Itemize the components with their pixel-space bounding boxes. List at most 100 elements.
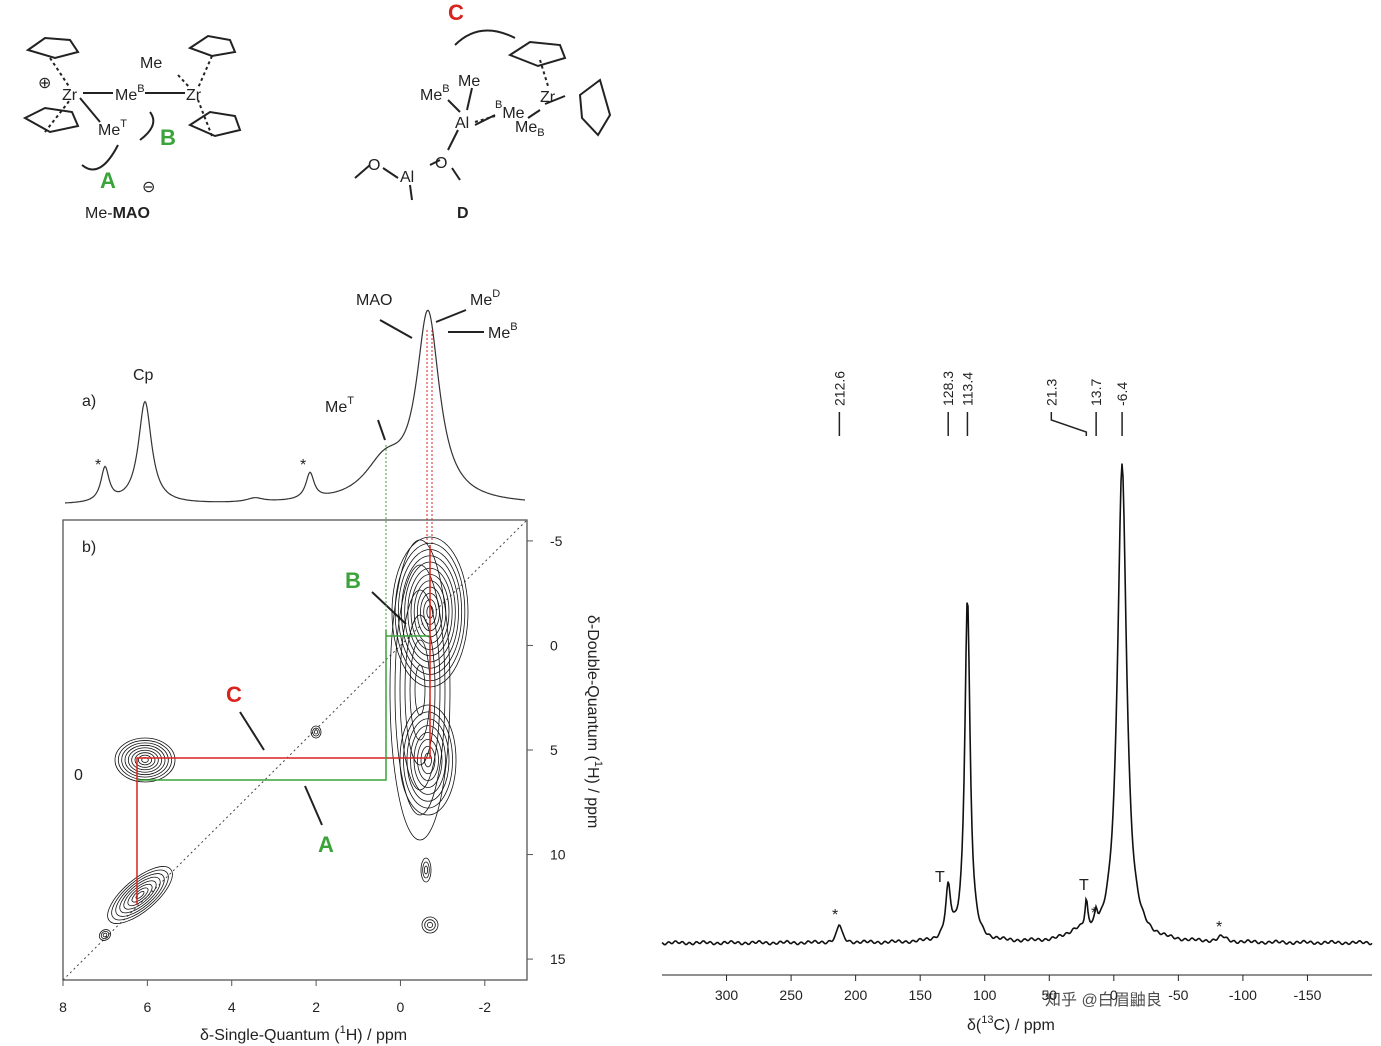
x-tick-label: 250 (779, 987, 803, 1003)
sup: B (495, 99, 502, 111)
peak-value-label: 113.4 (959, 372, 975, 406)
correlation (136, 545, 431, 905)
sup: 13 (981, 1014, 993, 1026)
contour (131, 749, 159, 771)
peak-value-label: 128.3 (940, 371, 956, 406)
sup: T (347, 395, 354, 407)
contour (410, 725, 446, 795)
contour (423, 865, 429, 875)
contour (389, 539, 451, 841)
x-tick-label: 50 (1041, 987, 1057, 1003)
text: Me (470, 292, 492, 309)
contour (102, 932, 108, 938)
contour (117, 740, 173, 780)
peak-value-label: 212.6 (831, 371, 847, 406)
contour (313, 729, 319, 735)
panel-label: b) (82, 539, 96, 556)
label: D (457, 205, 469, 222)
label: C (226, 682, 242, 707)
peak-label: * (1216, 919, 1222, 936)
y-tick-label: 0 (550, 637, 558, 653)
x-tick-label: -2 (479, 999, 492, 1015)
atom: MeB (115, 83, 145, 104)
peak-label: MeB (488, 321, 518, 342)
atom: Zr (62, 87, 78, 104)
x-tick-label: 4 (228, 999, 236, 1015)
text: δ( (967, 1017, 982, 1034)
contour (421, 916, 439, 934)
peak-value-label: -6.4 (1114, 382, 1130, 406)
x-tick-label: 0 (397, 999, 405, 1015)
x-tick-label: 300 (715, 987, 739, 1003)
atom: Me (515, 119, 537, 136)
spectrum-trace (65, 309, 526, 504)
sup: B (510, 321, 517, 333)
x-tick-label: -50 (1168, 987, 1188, 1003)
atom: MeB (420, 83, 450, 104)
contour (107, 866, 173, 924)
spectrum-1h: a) Cp * * MeT MAO MeD MeB (82, 288, 518, 474)
atom: Me (458, 73, 480, 90)
peak-label: * (300, 457, 306, 474)
peak-value-label: 21.3 (1043, 379, 1059, 406)
atom: O (368, 157, 380, 174)
text: δ-Double-Quantum ( (584, 615, 601, 762)
x-tick-label: -100 (1229, 987, 1257, 1003)
label: A (100, 168, 116, 193)
spectrum-trace (661, 463, 1373, 946)
sup: 1 (340, 1024, 346, 1036)
sup: T (120, 118, 127, 130)
panel-label: a) (82, 393, 96, 410)
peak-label: Cp (133, 367, 154, 384)
atom: Zr (540, 89, 556, 106)
atom: Al (400, 169, 414, 186)
peak-label: T (1079, 877, 1089, 894)
x-tick-label: 0 (1110, 987, 1118, 1003)
charge: ⊖ (142, 179, 155, 196)
scheme-1: ⊕ Zr MeB Zr Me MeT A B ⊖ Me-MAO (22, 34, 242, 222)
axis-title: δ-Single-Quantum (1H) / ppm (200, 1024, 407, 1044)
atom: BMe (495, 99, 525, 122)
sup: B (137, 83, 144, 95)
atom: Me (420, 87, 442, 104)
contour (426, 921, 434, 929)
atom: Al (455, 115, 469, 132)
contour (127, 747, 163, 773)
contour (394, 564, 446, 816)
peak-label: MAO (356, 292, 392, 309)
peak-label: T (935, 869, 945, 886)
sup: D (492, 288, 500, 300)
label: B (160, 125, 176, 150)
contour (115, 873, 165, 917)
atom: MeT (98, 118, 127, 139)
contour (310, 725, 322, 739)
x-tick-label: 100 (973, 987, 997, 1003)
scheme-2: C MeB Me Al BMe Zr MeB O Al O D (354, 0, 612, 222)
correlation (137, 630, 430, 781)
label: A (318, 832, 334, 857)
peak-marker (1050, 412, 1088, 436)
axis-title: δ(13C) / ppm (967, 1014, 1055, 1034)
y-tick-label: -5 (550, 533, 563, 549)
contour (98, 929, 112, 941)
x-tick-label: 6 (143, 999, 151, 1015)
spectrum-13c: δ(13C) / ppm T T * * * (662, 869, 1372, 1034)
contour (100, 930, 110, 940)
contour (399, 704, 457, 816)
contour (420, 745, 436, 775)
text: H) / ppm (346, 1027, 407, 1044)
peak-label: * (95, 457, 101, 474)
atom: Me (140, 55, 162, 72)
contour (414, 664, 426, 716)
peak-label: MeT (325, 395, 354, 416)
dq-map: b) 0 B A C δ-Single-Quantum (1H) / ppm δ… (62, 519, 604, 1044)
label: C (448, 0, 464, 25)
atom: Zr (186, 87, 202, 104)
contour (134, 752, 156, 768)
diagonal (62, 519, 528, 981)
text: MAO (113, 205, 150, 222)
x-tick-label: 8 (59, 999, 67, 1015)
marker: 0 (74, 767, 83, 784)
x-tick-label: 200 (844, 987, 868, 1003)
